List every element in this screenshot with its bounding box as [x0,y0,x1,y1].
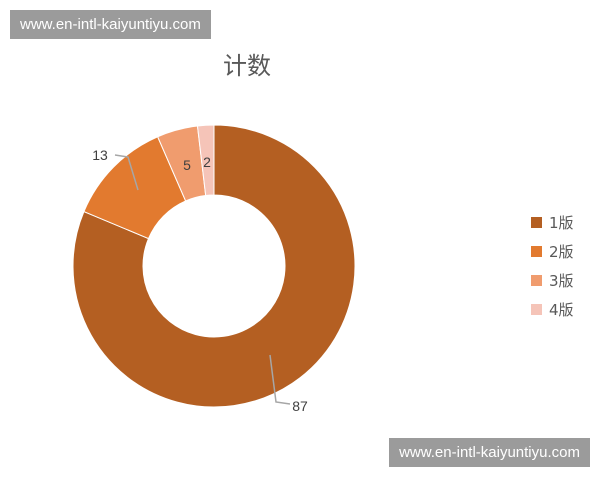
slice-4版 [196,124,215,197]
data-label: 5 [183,157,191,173]
watermark-top: www.en-intl-kaiyuntiyu.com [10,10,211,39]
leader-line [269,354,291,405]
legend: 1版 2版 3版 4版 [531,208,574,324]
chart-title: 计数 [223,52,271,80]
legend-swatch [531,275,542,286]
legend-swatch [531,304,542,315]
legend-label: 2版 [549,243,574,261]
data-label: 87 [292,398,308,414]
watermark-bottom: www.en-intl-kaiyuntiyu.com [389,438,590,467]
legend-swatch [531,217,542,228]
leader-line [114,154,139,191]
legend-item: 4版 [531,295,574,324]
legend-label: 4版 [549,301,574,319]
slice-1版 [72,124,356,408]
legend-label: 3版 [549,272,574,290]
legend-item: 2版 [531,237,574,266]
legend-item: 1版 [531,208,574,237]
legend-swatch [531,246,542,257]
legend-item: 3版 [531,266,574,295]
data-label: 13 [92,147,108,163]
data-label: 2 [203,154,211,170]
legend-label: 1版 [549,214,574,232]
